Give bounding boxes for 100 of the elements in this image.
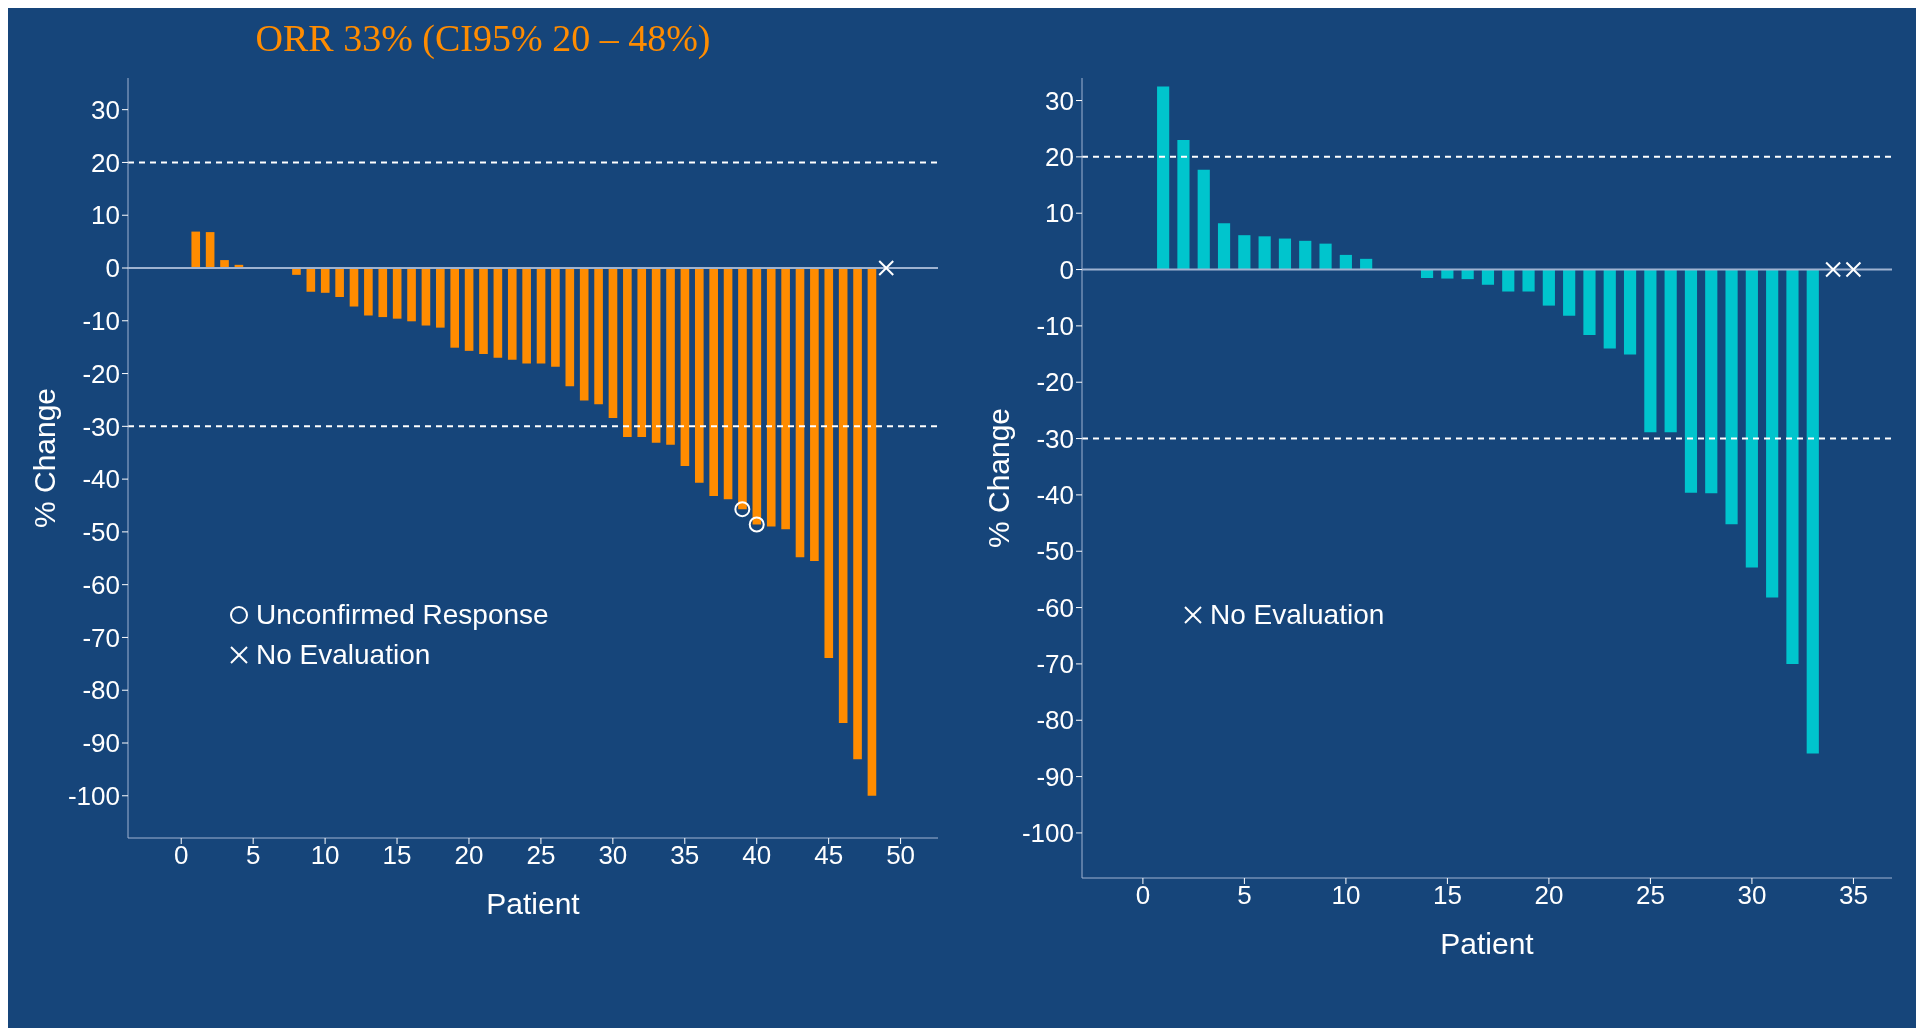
- bar: [623, 268, 632, 437]
- bar: [1705, 269, 1718, 494]
- y-tick-label: -100: [67, 781, 120, 812]
- bar: [1217, 223, 1231, 270]
- y-tick-label: 10: [91, 200, 120, 231]
- bar: [1766, 269, 1779, 598]
- bar: [421, 268, 431, 326]
- bar: [493, 268, 503, 358]
- y-tick-label: -40: [1036, 480, 1074, 511]
- x-tick-label: 50: [886, 840, 916, 871]
- bar: [1258, 236, 1271, 270]
- legend-label: Unconfirmed Response: [256, 598, 549, 631]
- bar: [1542, 269, 1555, 306]
- x-tick-label: 25: [526, 840, 556, 871]
- bar: [824, 268, 834, 659]
- x-tick-label: 30: [1737, 880, 1767, 911]
- y-tick-label: -60: [82, 569, 120, 600]
- bar: [1563, 269, 1576, 316]
- y-tick-label: 30: [1045, 85, 1074, 116]
- x-tick-label: 10: [310, 840, 340, 871]
- x-tick-label: 30: [598, 840, 628, 871]
- x-tick-label: 10: [1331, 880, 1361, 911]
- x-tick-label: 45: [814, 840, 844, 871]
- bar: [1157, 86, 1170, 270]
- bar: [1522, 269, 1535, 292]
- bar: [1502, 269, 1515, 292]
- x-tick-label: 35: [1838, 880, 1868, 911]
- legend-label: No Evaluation: [256, 638, 431, 671]
- bar: [378, 268, 388, 318]
- x-axis-title: Patient: [486, 887, 581, 920]
- y-tick-label: -40: [82, 464, 120, 495]
- bar: [1684, 269, 1698, 493]
- bar: [479, 268, 488, 355]
- bar: [507, 268, 517, 360]
- x-tick-label: 0: [1135, 880, 1151, 911]
- y-tick-label: 20: [91, 147, 120, 178]
- y-tick-label: -30: [1036, 423, 1074, 454]
- y-tick-label: -30: [82, 411, 120, 442]
- x-tick-label: 5: [1237, 880, 1252, 911]
- bar: [766, 268, 776, 527]
- bar: [694, 268, 704, 483]
- bar: [867, 268, 877, 796]
- bar: [1806, 269, 1819, 754]
- bar: [579, 268, 589, 401]
- bar: [522, 268, 531, 364]
- x-tick-label: 20: [454, 840, 484, 871]
- bar: [795, 268, 805, 558]
- y-axis-title: % Change: [981, 407, 1015, 549]
- y-tick-label: -70: [1036, 649, 1074, 680]
- x-tick-label: 35: [670, 840, 700, 871]
- point: [748, 516, 765, 533]
- bar: [781, 268, 790, 530]
- bar: [723, 268, 733, 500]
- bar: [320, 268, 330, 293]
- bar: [364, 268, 373, 316]
- y-tick-label: 20: [1045, 142, 1074, 173]
- y-tick-label: -20: [82, 358, 120, 389]
- bar: [1278, 238, 1292, 270]
- bar: [1786, 269, 1799, 664]
- y-tick-label: -20: [1036, 367, 1074, 398]
- y-tick-label: -50: [82, 517, 120, 548]
- bar: [551, 268, 560, 367]
- bar: [680, 268, 690, 466]
- y-tick-label: -100: [1021, 818, 1074, 849]
- x-axis-title: Patient: [1440, 927, 1535, 960]
- bar: [853, 268, 862, 760]
- bar: [810, 268, 819, 561]
- bar: [637, 268, 647, 437]
- bar: [191, 231, 201, 268]
- bar: [1319, 243, 1332, 270]
- bar: [1725, 269, 1738, 525]
- y-tick-label: -10: [82, 306, 120, 337]
- bar: [709, 268, 718, 496]
- y-tick-label: -70: [82, 622, 120, 653]
- legend-label: No Evaluation: [1210, 598, 1385, 631]
- x-tick-label: 25: [1635, 880, 1665, 911]
- bar: [608, 268, 618, 418]
- bar: [349, 268, 359, 307]
- bar: [1197, 169, 1210, 270]
- y-tick-label: -90: [82, 728, 120, 759]
- bar: [1664, 269, 1677, 433]
- bar: [1644, 269, 1657, 433]
- bar: [205, 232, 215, 268]
- y-tick-label: -80: [82, 675, 120, 706]
- bar: [1583, 269, 1596, 335]
- bar: [1603, 269, 1616, 349]
- y-tick-label: -60: [1036, 592, 1074, 623]
- x-tick-label: 0: [174, 840, 189, 871]
- y-axis-title: % Change: [27, 387, 61, 529]
- bar: [1339, 254, 1352, 270]
- bar: [450, 268, 460, 348]
- bar: [1745, 269, 1758, 568]
- y-tick-label: -50: [1036, 536, 1074, 567]
- bar: [666, 268, 675, 445]
- bar: [306, 268, 316, 292]
- bar: [1623, 269, 1637, 355]
- y-tick-label: 0: [1059, 254, 1074, 285]
- bar: [407, 268, 416, 322]
- bar: [392, 268, 402, 319]
- y-tick-label: -80: [1036, 705, 1074, 736]
